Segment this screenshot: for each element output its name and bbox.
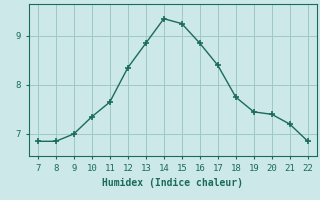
X-axis label: Humidex (Indice chaleur): Humidex (Indice chaleur): [102, 178, 243, 188]
